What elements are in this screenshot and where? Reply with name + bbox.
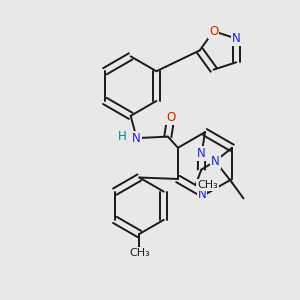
Text: N: N [197,147,206,160]
Text: N: N [132,132,141,145]
Text: CH₃: CH₃ [197,180,218,190]
Text: O: O [166,111,176,124]
Text: N: N [198,188,206,201]
Text: N: N [211,155,220,168]
Text: H: H [118,130,127,143]
Text: N: N [232,32,241,45]
Text: O: O [209,25,218,38]
Text: CH₃: CH₃ [129,248,150,258]
